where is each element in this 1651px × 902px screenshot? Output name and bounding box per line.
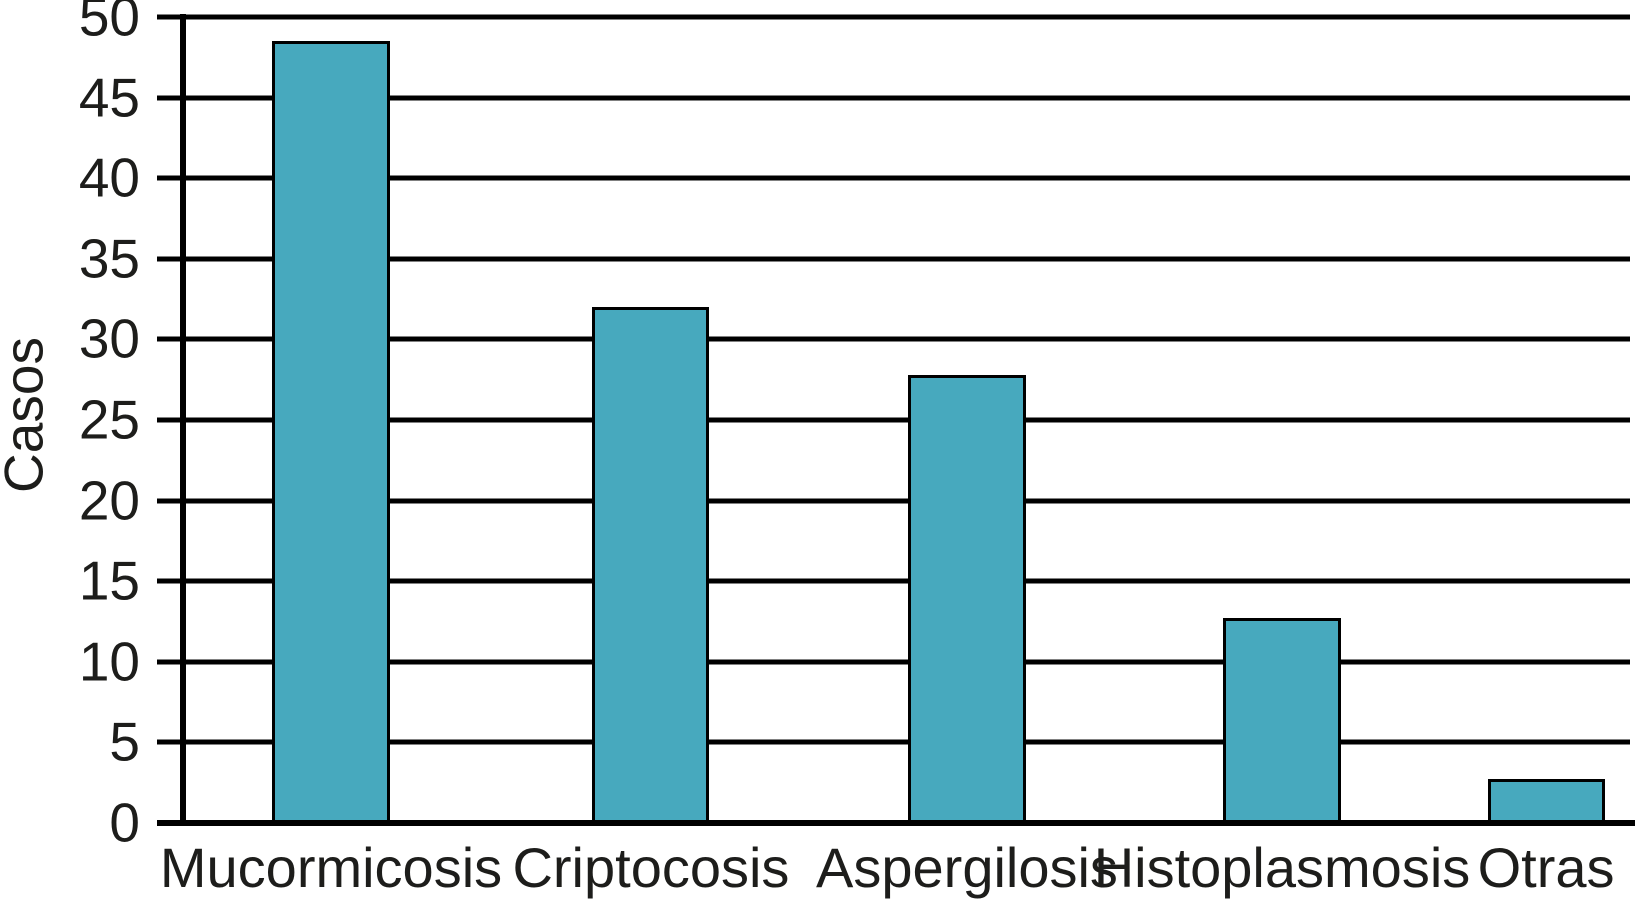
y-tick-label-25: 25 — [78, 388, 140, 451]
gridline-y-20 — [183, 498, 1630, 504]
y-tick-mark-30 — [157, 336, 184, 342]
y-axis-title: Casos — [0, 337, 55, 493]
y-tick-label-30: 30 — [78, 307, 140, 370]
y-tick-label-15: 15 — [78, 549, 140, 612]
gridline-y-5 — [183, 739, 1630, 745]
y-tick-mark-25 — [157, 417, 184, 423]
gridline-y-50 — [183, 14, 1630, 20]
bar-histoplasmosis — [1223, 618, 1341, 823]
y-tick-mark-45 — [157, 95, 184, 101]
y-tick-label-45: 45 — [78, 66, 140, 129]
x-axis-line — [157, 820, 1635, 826]
y-tick-mark-5 — [157, 739, 184, 745]
gridline-y-40 — [183, 175, 1630, 181]
gridline-y-45 — [183, 95, 1630, 101]
plot-area — [183, 14, 1630, 823]
gridline-y-15 — [183, 578, 1630, 584]
x-tick-label-otras: Otras — [1477, 836, 1615, 899]
bar-criptocosis — [592, 307, 710, 823]
gridline-y-10 — [183, 659, 1630, 665]
y-tick-mark-15 — [157, 578, 184, 584]
y-tick-label-5: 5 — [109, 710, 140, 773]
y-tick-mark-35 — [157, 256, 184, 262]
y-tick-label-40: 40 — [78, 146, 140, 209]
gridline-y-35 — [183, 256, 1630, 262]
y-tick-mark-10 — [157, 659, 184, 665]
y-tick-mark-20 — [157, 498, 184, 504]
x-tick-label-criptocosis: Criptocosis — [512, 836, 790, 899]
y-tick-mark-50 — [157, 14, 184, 20]
y-tick-label-50: 50 — [78, 0, 140, 48]
x-tick-label-histoplasmosis: Histoplasmosis — [1093, 836, 1471, 899]
x-tick-label-mucormicosis: Mucormicosis — [159, 836, 503, 899]
x-tick-label-aspergilosis: Aspergilosis — [816, 836, 1118, 899]
y-tick-label-35: 35 — [78, 227, 140, 290]
y-tick-mark-40 — [157, 175, 184, 181]
bar-otras — [1487, 779, 1605, 823]
y-tick-label-10: 10 — [78, 630, 140, 693]
bar-mucormicosis — [272, 41, 390, 823]
y-tick-mark-0 — [157, 820, 184, 826]
y-tick-label-0: 0 — [109, 791, 140, 854]
gridline-y-25 — [183, 417, 1630, 423]
y-tick-label-20: 20 — [78, 469, 140, 532]
bar-aspergilosis — [908, 374, 1026, 823]
gridline-y-30 — [183, 336, 1630, 342]
